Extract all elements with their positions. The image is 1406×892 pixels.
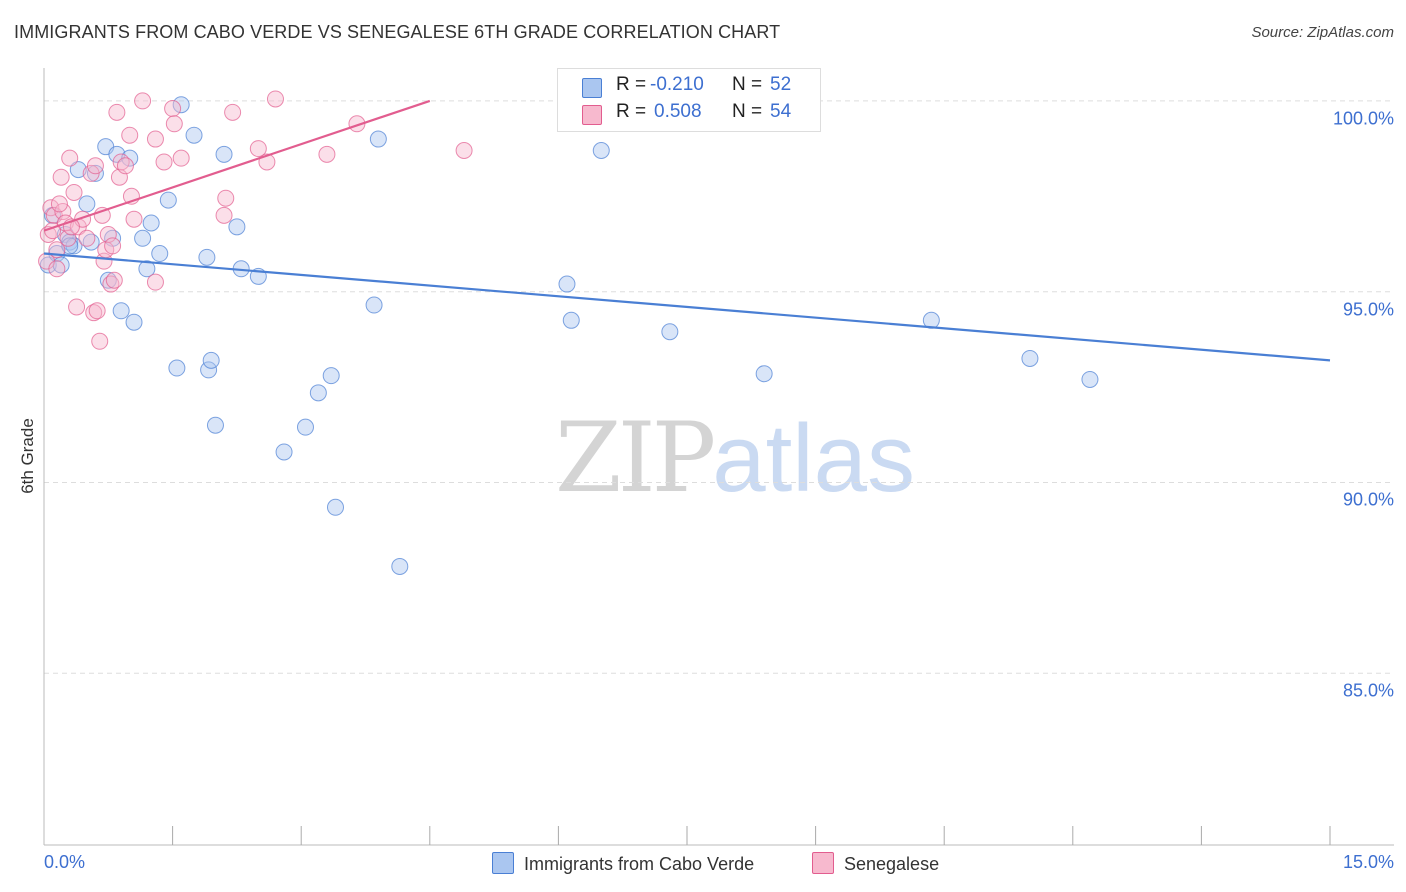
y-tick-label: 90.0% xyxy=(1342,489,1394,510)
cabo-verde-point xyxy=(142,214,160,232)
senegalese-point xyxy=(116,157,134,175)
r-label: R = xyxy=(616,101,647,122)
senegalese-point xyxy=(146,273,164,291)
cabo-verde-trend-line xyxy=(43,252,1331,362)
senegalese-point xyxy=(48,260,66,278)
cabo-verde-point xyxy=(215,145,233,163)
senegalese-point xyxy=(165,115,183,133)
cabo-verde-point xyxy=(200,361,218,379)
senegalese-legend-swatch-icon xyxy=(812,852,834,874)
cabo-verde-point xyxy=(562,311,580,329)
cabo-verde-point xyxy=(202,351,220,369)
cabo-verde-point xyxy=(755,365,773,383)
senegalese-point xyxy=(99,225,117,243)
senegalese-point xyxy=(121,126,139,144)
senegalese-point xyxy=(134,92,152,110)
cabo-verde-point xyxy=(134,229,152,247)
senegalese-point xyxy=(104,237,122,255)
senegalese-point xyxy=(249,140,267,158)
senegalese-point xyxy=(105,271,123,289)
cabo-verde-point xyxy=(296,418,314,436)
senegalese-point xyxy=(65,183,83,201)
cabo-verde-point xyxy=(275,443,293,461)
cabo-verde-point xyxy=(112,302,130,320)
cabo-verde-point xyxy=(172,96,190,114)
cabo-verde-point xyxy=(369,130,387,148)
cabo-verde-point xyxy=(69,161,87,179)
n-value: 52 xyxy=(770,74,792,95)
n-label: N = xyxy=(732,101,763,122)
source-label: Source: ZipAtlas.com xyxy=(1251,24,1394,41)
cabo-verde-point xyxy=(391,557,409,575)
senegalese-point xyxy=(61,149,79,167)
senegalese-point xyxy=(59,229,77,247)
stats-box: R = -0.210 N = 52 R = 0.508 N = 54 xyxy=(557,68,821,132)
legend-label: Senegalese xyxy=(844,854,940,874)
cabo-verde-point xyxy=(198,248,216,266)
senegalese-point xyxy=(455,142,473,160)
x-tick-label-min: 0.0% xyxy=(44,852,86,872)
cabo-verde-point xyxy=(1021,349,1039,367)
senegalese-point xyxy=(217,189,235,207)
cabo-verde-point xyxy=(309,384,327,402)
senegalese-point xyxy=(88,302,106,320)
cabo-verde-point xyxy=(228,218,246,236)
legend-label: Immigrants from Cabo Verde xyxy=(524,854,755,874)
senegalese-point xyxy=(318,145,336,163)
senegalese-point xyxy=(52,168,70,186)
senegalese-point xyxy=(164,100,182,118)
cabo-verde-point xyxy=(185,126,203,144)
n-value: 54 xyxy=(770,101,792,122)
cabo-verde-point xyxy=(125,313,143,331)
senegalese-swatch-icon xyxy=(582,105,602,125)
cabo-verde-point xyxy=(206,416,224,434)
cabo-verde-legend-swatch-icon xyxy=(492,852,514,874)
watermark: ZIPatlas xyxy=(555,402,915,514)
senegalese-point xyxy=(91,332,109,350)
senegalese-point xyxy=(108,103,126,121)
cabo-verde-point xyxy=(78,195,96,213)
cabo-verde-point xyxy=(138,260,156,278)
cabo-verde-point xyxy=(1081,370,1099,388)
y-tick-label: 85.0% xyxy=(1342,680,1394,701)
senegalese-point xyxy=(78,229,96,247)
senegalese-point xyxy=(146,130,164,148)
cabo-verde-point xyxy=(168,359,186,377)
cabo-verde-point xyxy=(558,275,576,293)
cabo-verde-point xyxy=(322,367,340,385)
y-tick-label: 95.0% xyxy=(1342,299,1394,320)
senegalese-point xyxy=(68,298,86,316)
senegalese-point xyxy=(86,157,104,175)
senegalese-trend-line xyxy=(43,99,431,232)
legend-item-senegalese: Senegalese xyxy=(812,852,939,875)
r-value: 0.508 xyxy=(654,101,702,122)
x-tick-label-max: 15.0% xyxy=(1342,852,1394,872)
watermark-zip: ZIP xyxy=(555,402,716,514)
y-tick-label: 100.0% xyxy=(1332,108,1394,129)
senegalese-point xyxy=(266,90,284,108)
cabo-verde-point xyxy=(326,498,344,516)
cabo-verde-swatch-icon xyxy=(582,78,602,98)
watermark-atlas: atlas xyxy=(712,405,915,512)
cabo-verde-point xyxy=(661,323,679,341)
r-value: -0.210 xyxy=(650,74,704,95)
senegalese-point xyxy=(215,206,233,224)
senegalese-point xyxy=(155,153,173,171)
senegalese-point xyxy=(125,210,143,228)
r-label: R = xyxy=(616,74,647,95)
senegalese-point xyxy=(50,195,68,213)
legend-item-cabo-verde: Immigrants from Cabo Verde xyxy=(492,852,754,875)
cabo-verde-point xyxy=(365,296,383,314)
senegalese-point xyxy=(224,103,242,121)
chart-title: IMMIGRANTS FROM CABO VERDE VS SENEGALESE… xyxy=(14,22,781,42)
cabo-verde-point xyxy=(159,191,177,209)
n-label: N = xyxy=(732,74,763,95)
cabo-verde-point xyxy=(151,245,169,263)
senegalese-point xyxy=(172,149,190,167)
cabo-verde-point xyxy=(592,142,610,160)
